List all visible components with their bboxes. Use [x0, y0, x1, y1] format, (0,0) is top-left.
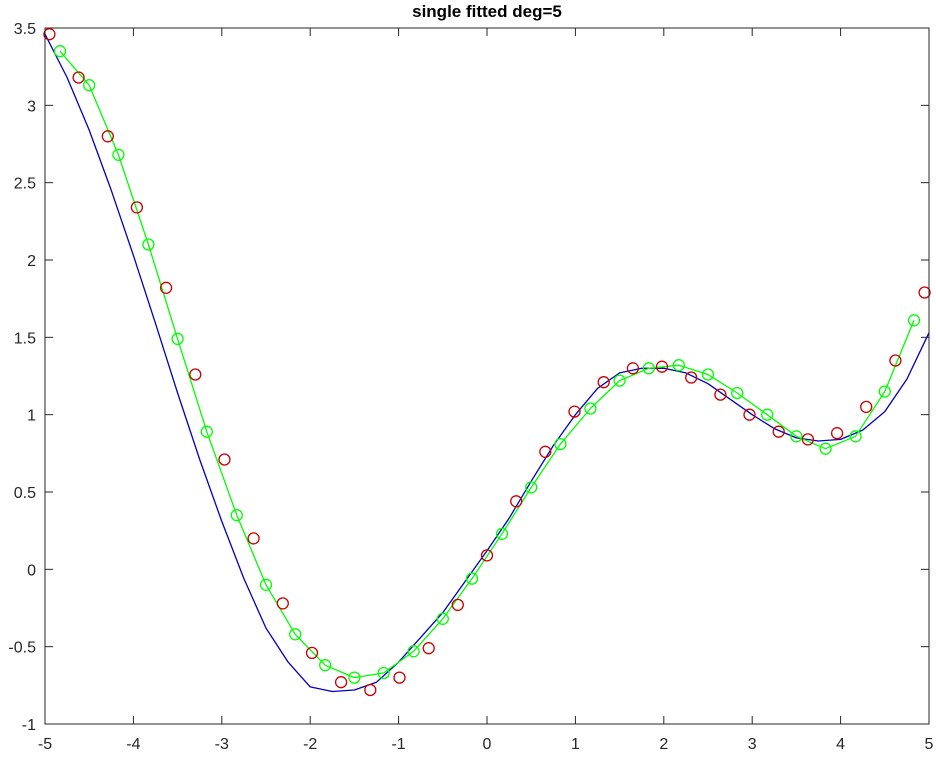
series-2-marker	[889, 354, 902, 367]
series-1-marker	[377, 666, 390, 680]
series-1-marker	[525, 481, 538, 494]
series-1-marker	[465, 572, 479, 585]
series-1-marker	[200, 425, 213, 438]
series-1-marker	[289, 628, 302, 641]
x-tick-label: 3	[748, 736, 757, 753]
y-tick-label: 2.5	[14, 176, 36, 193]
tick-labels: -5 -4 -3 -2 -1 0 1 2 3 4 5 -1 -0.5 0 0.5 1 1.5 2 2.5 3 3.5	[8, 21, 933, 753]
series-1-marker	[761, 408, 774, 421]
series-1-marker	[584, 402, 597, 415]
series-2-marker	[830, 427, 844, 440]
series-1-marker	[171, 332, 184, 346]
series-1-marker	[230, 509, 243, 522]
series-2-marker	[510, 495, 523, 508]
series-1-marker	[849, 430, 862, 443]
series-1-marker	[319, 659, 332, 672]
x-tick-label: -5	[38, 736, 52, 753]
y-tick-label: 1	[27, 408, 36, 425]
series-1-marker	[83, 79, 96, 92]
x-tick-label: 4	[836, 736, 845, 753]
series-1-marker	[348, 671, 361, 684]
y-tick-label: -0.5	[8, 640, 36, 657]
series-2-marker	[43, 28, 56, 41]
series-2-marker	[130, 201, 144, 214]
series-2-marker	[364, 683, 377, 697]
series-2-marker	[539, 445, 552, 458]
series-0-line	[45, 33, 929, 693]
series-2-marker	[655, 360, 669, 373]
chart-title: single fitted deg=5	[412, 2, 562, 21]
series-2-marker	[72, 71, 85, 84]
plot-area-frame	[44, 27, 930, 725]
series-2-marker	[189, 368, 202, 381]
series-2-marker	[451, 598, 464, 612]
y-tick-label: 0	[27, 562, 36, 579]
x-tick-label: -2	[303, 736, 317, 753]
x-tick-label: -4	[126, 736, 140, 753]
series-1-marker	[790, 430, 803, 443]
series-1-marker	[259, 578, 273, 591]
x-tick-label: 2	[659, 736, 668, 753]
y-tick-label: -1	[22, 717, 36, 734]
y-tick-label: 0.5	[14, 485, 36, 502]
series-1-marker	[495, 527, 509, 540]
series-2-marker	[918, 286, 931, 299]
series-2-marker	[568, 405, 581, 418]
series-2-marker	[714, 388, 727, 401]
series-1-marker	[701, 368, 715, 381]
plot-area-background	[45, 28, 929, 724]
series-1-marker	[642, 362, 655, 375]
series-2-marker	[334, 676, 348, 689]
series-2-marker	[276, 597, 289, 610]
series-2-marker	[597, 376, 610, 389]
series-1-marker	[53, 45, 67, 58]
series-1-marker	[672, 359, 685, 372]
series-2-marker	[743, 408, 756, 421]
series-2-marker	[801, 433, 815, 446]
y-tick-label: 3	[27, 98, 36, 115]
series-1-marker	[554, 437, 567, 451]
series-1-marker	[613, 374, 626, 387]
series-2-marker	[218, 453, 231, 466]
series-2-marker	[159, 281, 173, 294]
series-1-marker	[819, 442, 832, 455]
series-1-marker	[436, 612, 449, 625]
series-2-marker	[101, 130, 114, 143]
series-2-marker	[305, 646, 319, 660]
series-1-marker	[142, 238, 155, 251]
series-2-marker	[626, 362, 640, 375]
series-2-marker	[393, 671, 406, 684]
series-1-marker	[878, 385, 891, 398]
x-tick-label: -3	[215, 736, 229, 753]
series-2-marker	[860, 400, 873, 414]
y-tick-label: 1.5	[14, 330, 36, 347]
x-tick-label: -1	[391, 736, 405, 753]
series-2-marker	[480, 549, 494, 562]
series-1-marker	[407, 645, 420, 658]
y-tick-label: 3.5	[14, 21, 36, 38]
series-1-marker	[112, 148, 125, 161]
series-1-marker	[731, 386, 744, 400]
series-2-marker	[247, 532, 260, 545]
x-tick-label: 1	[571, 736, 580, 753]
y-tick-label: 2	[27, 253, 36, 270]
x-tick-label: 0	[483, 736, 492, 753]
x-tick-label: 5	[925, 736, 934, 753]
series-2-marker	[685, 371, 698, 384]
series-1-marker	[907, 314, 921, 327]
markers-layer	[43, 28, 931, 697]
series-2-marker	[772, 425, 785, 438]
series-2-marker	[422, 642, 435, 655]
